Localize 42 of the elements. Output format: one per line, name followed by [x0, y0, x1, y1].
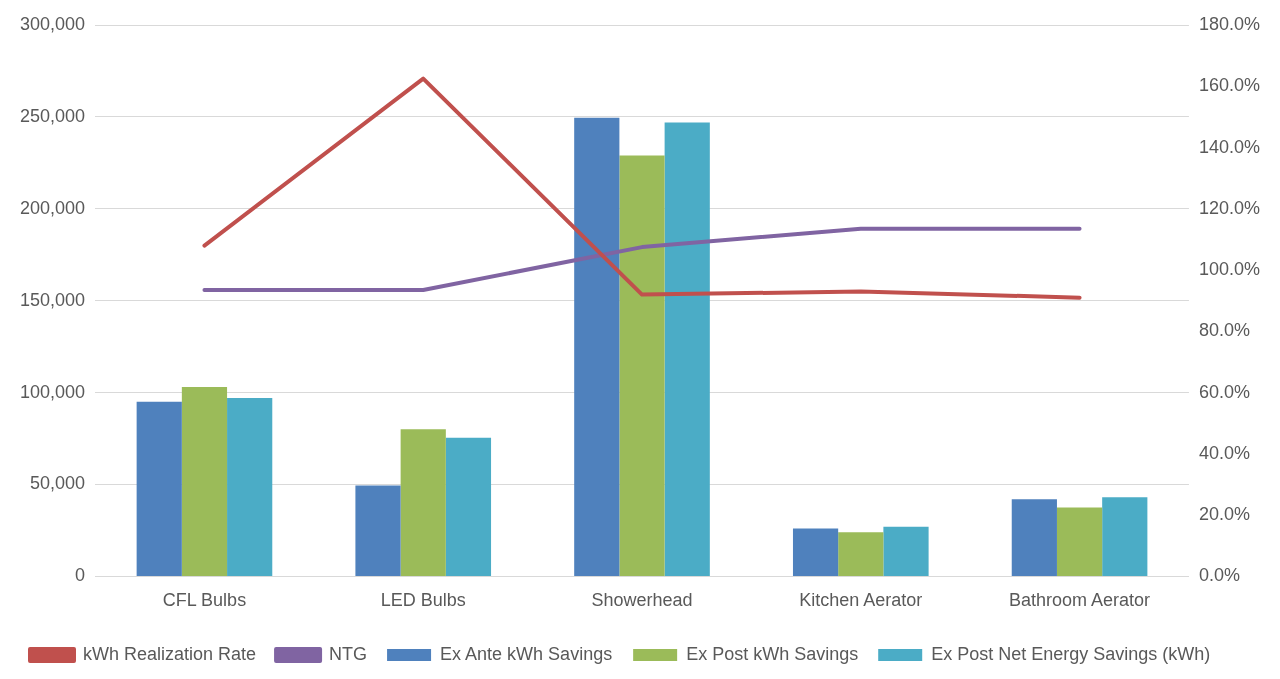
bar	[574, 117, 620, 576]
y-tick-label: 100,000	[19, 381, 86, 402]
y2-tick-label: 60.0%	[1198, 381, 1250, 402]
bar	[1056, 507, 1103, 576]
y2-tick-label: 0.0%	[1198, 565, 1240, 586]
y2-tick-label: 40.0%	[1198, 442, 1250, 463]
x-tick-label: LED Bulbs	[380, 590, 466, 611]
y-tick-label: 0	[75, 565, 86, 586]
legend-label: Ex Ante kWh Savings	[440, 643, 613, 664]
y2-tick-label: 80.0%	[1198, 320, 1250, 341]
bar	[619, 155, 665, 576]
bar	[136, 401, 182, 576]
y2-tick-label: 140.0%	[1198, 136, 1261, 157]
x-tick-label: CFL Bulbs	[162, 590, 247, 611]
y2-tick-label: 180.0%	[1198, 13, 1261, 34]
bar	[227, 398, 273, 576]
y2-tick-label: 20.0%	[1198, 504, 1250, 525]
y-tick-label: 300,000	[19, 13, 86, 34]
y-tick-label: 50,000	[30, 473, 86, 494]
y-tick-label: 150,000	[19, 289, 86, 310]
y-tick-label: 250,000	[19, 105, 86, 126]
y-tick-label: 200,000	[19, 197, 86, 218]
x-tick-label: Showerhead	[591, 590, 693, 611]
legend-label: kWh Realization Rate	[83, 643, 257, 664]
bar	[355, 485, 401, 576]
bar	[838, 532, 884, 576]
bar	[664, 122, 710, 576]
legend-label: Ex Post kWh Savings	[686, 643, 859, 664]
y2-tick-label: 100.0%	[1198, 259, 1261, 280]
y2-tick-label: 120.0%	[1198, 197, 1261, 218]
bar	[400, 429, 446, 576]
bar	[1011, 499, 1057, 576]
legend-label: NTG	[329, 643, 368, 664]
bar	[181, 387, 228, 576]
bar	[883, 526, 929, 576]
x-tick-label: Bathroom Aerator	[1009, 590, 1151, 611]
bar	[445, 437, 492, 576]
bar	[1102, 497, 1148, 576]
y2-tick-label: 160.0%	[1198, 75, 1261, 96]
bar	[792, 528, 839, 576]
x-tick-label: Kitchen Aerator	[799, 590, 923, 611]
legend-label: Ex Post Net Energy Savings (kWh)	[931, 643, 1211, 664]
